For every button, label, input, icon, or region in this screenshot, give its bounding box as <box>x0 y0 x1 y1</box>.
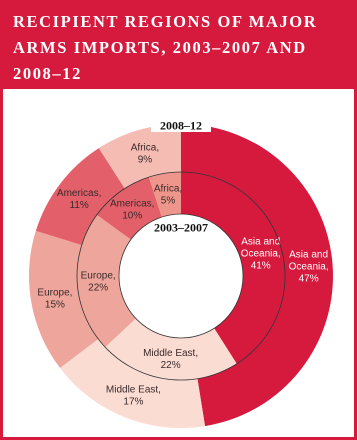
slice-label: Europe, 15% <box>37 288 72 311</box>
slice <box>28 230 99 369</box>
slice-label: Africa, 9% <box>131 143 159 166</box>
label-line: Asia and <box>241 236 280 247</box>
label-line: Europe, <box>81 271 116 282</box>
label-line: 17% <box>123 396 143 407</box>
slice-label: Middle East, 17% <box>106 384 161 407</box>
label-line: Americas, <box>57 188 101 199</box>
label-line: 5% <box>161 196 176 207</box>
label-line: Oceania, <box>241 248 281 259</box>
label-line: Europe, <box>37 288 72 299</box>
label-line: Africa, <box>131 143 159 154</box>
slice <box>35 148 125 246</box>
slice <box>60 338 206 428</box>
slice-label: Middle East, 22% <box>143 348 198 371</box>
slice-label: Asia and Oceania, 41% <box>241 236 281 271</box>
slice <box>77 214 136 348</box>
slice <box>181 124 333 427</box>
slice-label: Africa, 5% <box>154 184 182 207</box>
slice <box>148 172 181 218</box>
label-line: 9% <box>138 155 153 166</box>
label-line: 22% <box>161 360 181 371</box>
chart: Asia and Oceania, 47%Middle East, 17%Europe… <box>28 118 333 428</box>
ring-title: 2008–12 <box>160 119 202 133</box>
ring-divider <box>76 171 286 381</box>
label-line: 22% <box>88 283 108 294</box>
header: RECIPIENT REGIONS OF MAJOR ARMS IMPORTS,… <box>3 3 354 89</box>
slice-label: Asia and Oceania, 47% <box>289 249 329 284</box>
label-line: 10% <box>122 210 142 221</box>
label-line: 11% <box>70 200 89 211</box>
slice <box>181 172 285 364</box>
label-line: Americas, <box>110 198 154 209</box>
label-line: 41% <box>251 260 271 271</box>
label-line: Middle East, <box>143 348 198 359</box>
label-line: Oceania, <box>289 261 329 272</box>
slice <box>96 177 162 240</box>
label-line: Middle East, <box>106 384 161 395</box>
label-line: 47% <box>299 273 319 284</box>
chart-title: RECIPIENT REGIONS OF MAJOR ARMS IMPORTS,… <box>13 12 318 83</box>
ring-title: 2003–2007 <box>154 221 208 235</box>
label-line: Asia and <box>289 249 328 260</box>
slice-label: Americas, 10% <box>110 198 154 221</box>
label-line: 15% <box>45 300 65 311</box>
slice-label: Europe, 22% <box>81 271 116 294</box>
slice-label: Americas, 11% <box>57 188 101 211</box>
slice <box>98 124 181 189</box>
ring-title-bg <box>151 118 211 132</box>
hole-edge <box>118 213 244 339</box>
label-line: Africa, <box>154 184 182 195</box>
